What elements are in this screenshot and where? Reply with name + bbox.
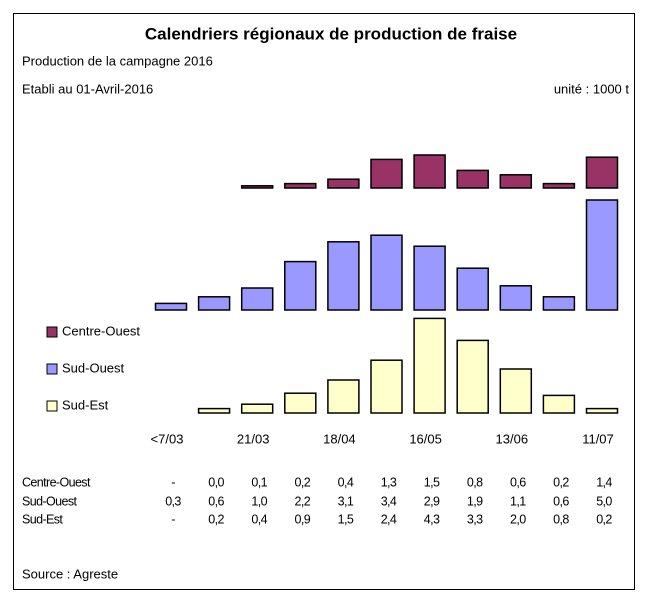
x-tick-label: 18/04 — [323, 431, 356, 446]
bar — [499, 285, 533, 311]
table-value: 0,2 — [596, 512, 612, 526]
table-value: 3,1 — [338, 494, 354, 508]
table-value: 2,0 — [510, 512, 526, 526]
bar — [413, 154, 446, 189]
x-tick-label: 21/03 — [237, 431, 270, 446]
table-row-label: Centre-Ouest — [22, 475, 91, 489]
legend-swatch — [46, 326, 58, 338]
bar — [542, 394, 576, 414]
table-value: 0,0 — [208, 475, 224, 489]
subtitle: Production de la campagne 2016 — [22, 53, 213, 68]
table-value: - — [171, 512, 175, 526]
bar — [456, 339, 489, 414]
table-value: 1,5 — [338, 512, 354, 526]
bar — [154, 302, 188, 311]
bar — [542, 182, 576, 189]
bar — [456, 267, 489, 311]
table-value: 0,2 — [208, 512, 224, 526]
x-tick-label: 16/05 — [409, 431, 442, 446]
bar — [413, 245, 446, 311]
table-value: 0,4 — [251, 512, 267, 526]
bar — [327, 178, 360, 189]
bar — [585, 156, 619, 189]
bar — [197, 407, 231, 414]
legend-swatch — [46, 363, 58, 375]
bar — [284, 182, 317, 189]
chart-title: Calendriers régionaux de production de f… — [145, 24, 517, 43]
table-row-label: Sud-Ouest — [22, 494, 77, 508]
x-tick-label: 11/07 — [582, 431, 614, 446]
table-value: 0,8 — [553, 512, 569, 526]
frame — [13, 13, 635, 590]
legend-label: Centre-Ouest — [62, 323, 140, 338]
bar — [370, 158, 403, 189]
legend-swatch — [46, 400, 58, 412]
bar — [585, 199, 619, 311]
table-value: 0,3 — [165, 494, 181, 508]
source: Source : Agreste — [22, 566, 118, 581]
bar — [499, 368, 533, 414]
bar — [284, 260, 317, 311]
bar — [327, 241, 360, 311]
table-value: 3,4 — [381, 494, 397, 508]
table-value: 2,2 — [295, 494, 311, 508]
table-value: 1,4 — [596, 475, 612, 489]
bar — [240, 185, 274, 189]
x-tick-label: 13/06 — [496, 431, 529, 446]
table-value: 0,6 — [510, 475, 526, 489]
table-value: 0,2 — [553, 475, 569, 489]
bar — [413, 317, 446, 414]
table-value: 1,9 — [467, 494, 483, 508]
bar — [456, 169, 489, 189]
bar — [197, 296, 231, 311]
table-value: 0,6 — [208, 494, 224, 508]
bar — [240, 287, 274, 311]
table-value: 1,5 — [424, 475, 440, 489]
bar — [327, 379, 360, 414]
bar — [542, 296, 576, 311]
bar — [370, 359, 403, 414]
table-value: 0,4 — [338, 475, 354, 489]
table-value: 1,3 — [381, 475, 397, 489]
table-value: 0,2 — [295, 475, 311, 489]
x-tick-label: <7/03 — [151, 431, 184, 446]
bar — [284, 392, 317, 414]
table-value: 1,0 — [251, 494, 267, 508]
table-value: - — [171, 475, 175, 489]
table-value: 2,9 — [424, 494, 440, 508]
legend-label: Sud-Ouest — [62, 360, 125, 375]
table-value: 0,8 — [467, 475, 483, 489]
annotation: Etabli au 01-Avril-2016 — [22, 81, 153, 96]
table-value: 5,0 — [596, 494, 612, 508]
table-value: 0,6 — [553, 494, 569, 508]
bar — [240, 403, 274, 414]
table-value: 2,4 — [381, 512, 397, 526]
bar — [370, 234, 403, 311]
unit: unité : 1000 t — [554, 81, 630, 96]
table-value: 4,3 — [424, 512, 440, 526]
table-value: 1,1 — [510, 494, 526, 508]
bar — [499, 174, 533, 189]
legend-label: Sud-Est — [62, 397, 109, 412]
bar — [585, 407, 619, 414]
table-value: 0,9 — [295, 512, 311, 526]
table-row-label: Sud-Est — [22, 512, 63, 526]
table-value: 0,1 — [251, 475, 267, 489]
table-value: 3,3 — [467, 512, 483, 526]
